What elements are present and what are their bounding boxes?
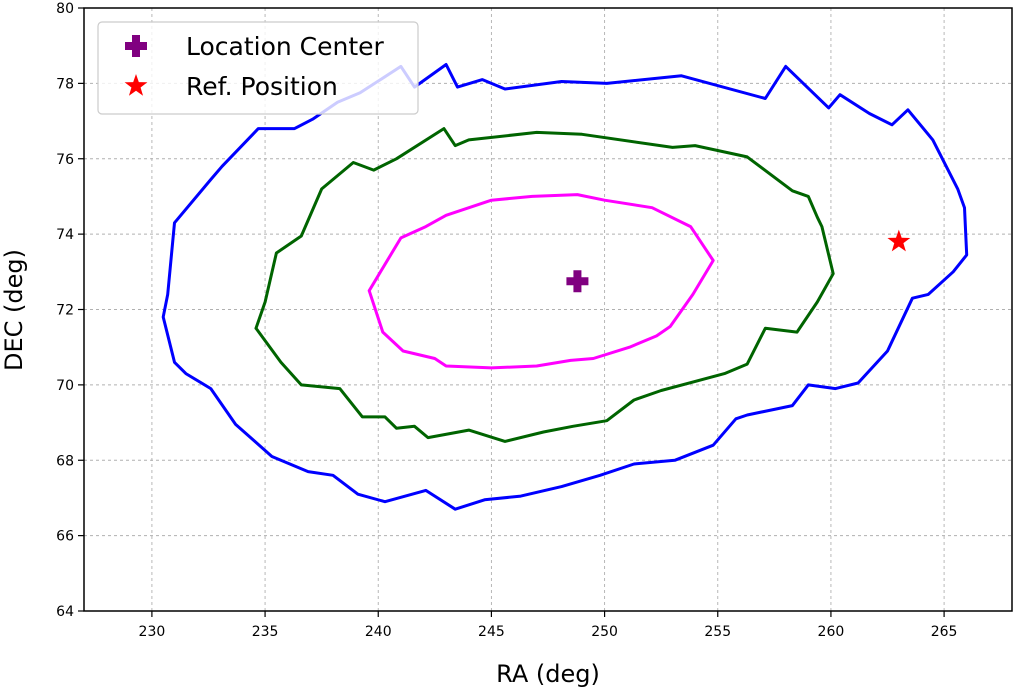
- location-center-marker: [566, 270, 589, 293]
- y-tick-label: 76: [56, 152, 74, 168]
- axis-ticks: 230 235 240 245 250 255 260 265 64 66 68 70 72 74 76 78…: [56, 1, 957, 640]
- legend: Location Center Ref. Position: [97, 21, 419, 115]
- legend-marker: [125, 35, 147, 57]
- contour-line: [367, 193, 715, 370]
- x-tick-label: 240: [365, 624, 392, 640]
- y-tick-label: 78: [56, 76, 74, 92]
- x-tick-label: 265: [931, 624, 958, 640]
- x-tick-label: 245: [478, 624, 505, 640]
- x-tick-label: 255: [704, 624, 731, 640]
- x-tick-label: 260: [818, 624, 845, 640]
- x-axis-label: RA (deg): [496, 660, 600, 688]
- legend-box: [97, 21, 419, 115]
- y-tick-label: 70: [56, 378, 74, 394]
- x-tick-label: 230: [139, 624, 166, 640]
- y-tick-label: 74: [56, 227, 74, 243]
- y-tick-label: 64: [56, 604, 74, 620]
- legend-marker: [124, 74, 148, 96]
- legend-label: Location Center: [186, 32, 385, 61]
- y-tick-label: 66: [56, 529, 74, 545]
- ref-position-marker: [887, 229, 911, 252]
- y-tick-label: 80: [56, 1, 74, 17]
- y-tick-label: 68: [56, 453, 74, 469]
- x-tick-label: 235: [252, 624, 279, 640]
- x-tick-label: 250: [591, 624, 618, 640]
- contour-line: [254, 127, 835, 443]
- legend-label: Ref. Position: [186, 72, 338, 101]
- y-tick-label: 72: [56, 303, 74, 319]
- y-axis-label: DEC (deg): [0, 249, 28, 371]
